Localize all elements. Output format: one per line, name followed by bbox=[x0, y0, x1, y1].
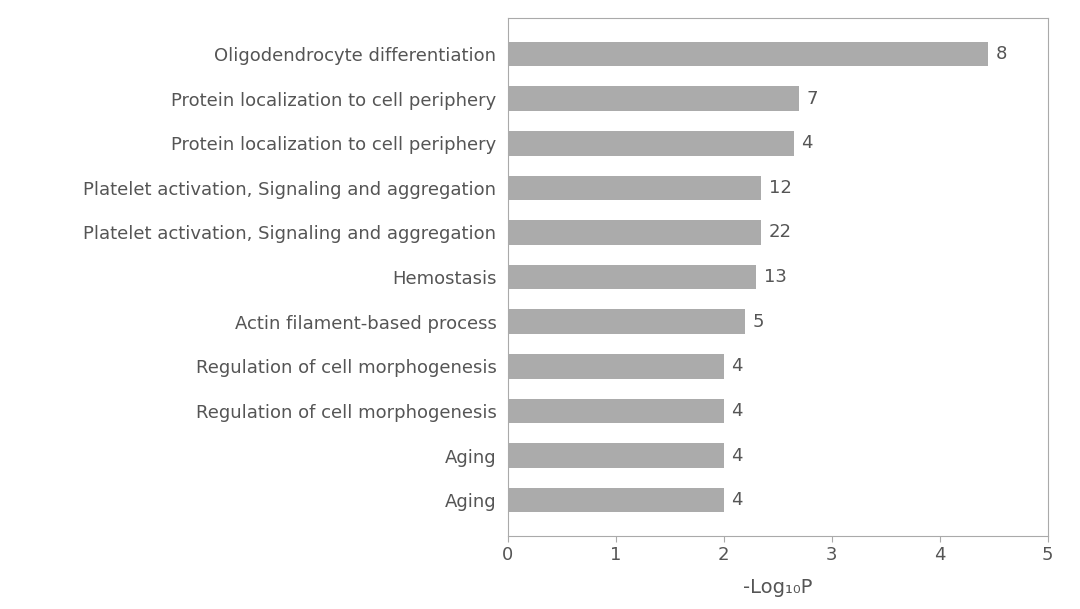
Text: 4: 4 bbox=[731, 446, 743, 465]
Text: 12: 12 bbox=[769, 179, 792, 197]
Bar bbox=[508, 175, 761, 200]
Bar bbox=[508, 488, 724, 512]
Bar bbox=[508, 354, 724, 379]
Bar bbox=[508, 443, 724, 468]
Text: 7: 7 bbox=[807, 90, 819, 108]
Bar bbox=[508, 220, 761, 245]
Text: 4: 4 bbox=[731, 491, 743, 509]
X-axis label: -Log₁₀P: -Log₁₀P bbox=[743, 578, 812, 597]
Text: 8: 8 bbox=[996, 45, 1008, 63]
Bar bbox=[508, 399, 724, 423]
Text: 22: 22 bbox=[769, 224, 792, 242]
Text: 4: 4 bbox=[801, 134, 813, 152]
Text: 4: 4 bbox=[731, 402, 743, 420]
Bar bbox=[508, 309, 745, 334]
Text: 13: 13 bbox=[764, 268, 786, 286]
Bar bbox=[508, 265, 756, 289]
Text: 4: 4 bbox=[731, 357, 743, 375]
Bar bbox=[508, 86, 799, 111]
Text: 5: 5 bbox=[753, 312, 765, 331]
Bar bbox=[508, 131, 794, 155]
Bar bbox=[508, 42, 988, 66]
